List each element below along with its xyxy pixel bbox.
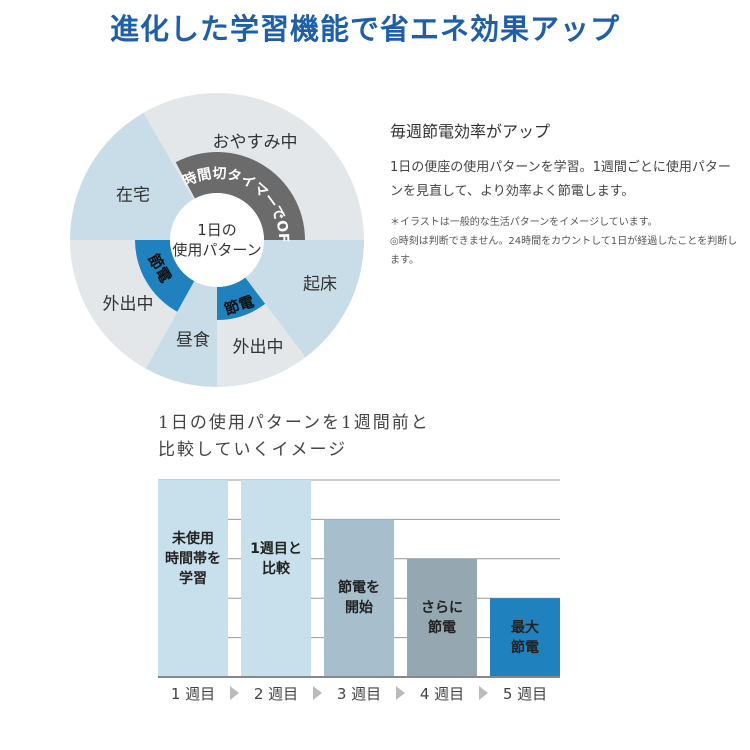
chart-title-line-2: 比較していくイメージ [158, 440, 348, 460]
usage-cycle-diagram: 8時間切タイマーでOFF [70, 93, 364, 387]
bar-label: 最大 節電 [511, 618, 539, 658]
chart-title-line-1: 1日の使用パターンを1週間前と [158, 413, 430, 433]
bar-label: 未使用 時間帯を 学習 [165, 529, 221, 589]
center-line-2: 使用パターン [172, 241, 262, 259]
cycle-center-label: 1日の 使用パターン [172, 220, 261, 260]
x-tick-label: 2 週目 [253, 685, 299, 703]
bar-label-line: 節電を [338, 580, 380, 597]
segment-out-left: 外出中 [102, 294, 154, 315]
cycle-segment [217, 240, 364, 358]
save-band-left [135, 240, 195, 312]
info-body: 1日の便座の使用パターンを学習。1週間ごとに使用パターンを見直して、より効率よく… [390, 160, 731, 199]
bar-label-line: 1週目と [250, 540, 302, 557]
bar-label-line: さらに [421, 599, 463, 616]
bar-week-3 [324, 519, 394, 677]
x-tick-label: 4 週目 [419, 685, 465, 703]
bar-label-line: 開始 [345, 600, 373, 617]
segment-out-right: 外出中 [232, 337, 284, 358]
bar-label-line: 学習 [179, 570, 207, 587]
info-note: ＊イラストは一般的な生活パターンをイメージしています。 ◎時刻は判断できません。… [390, 213, 740, 270]
bar-label: 節電を 開始 [338, 578, 380, 618]
center-line-1: 1日の [197, 221, 237, 239]
info-heading: 毎週節電効率がアップ [390, 122, 551, 141]
bar-label-line: 節電 [511, 639, 539, 656]
save-band-right [217, 277, 266, 320]
bar-label-line: 未使用 [172, 530, 214, 547]
bar-label-line: 最大 [511, 619, 539, 636]
cycle-center [170, 193, 264, 287]
arrow-right-icon [396, 686, 405, 700]
bar-week-4 [407, 558, 477, 677]
arrow-right-icon [230, 686, 239, 700]
cycle-segment [70, 112, 217, 240]
segment-sleeping: おやすみ中 [212, 132, 298, 153]
page-title: 進化した学習機能で省エネ効果アップ [109, 12, 620, 46]
note-illustration: ＊イラストは一般的な生活パターンをイメージしています。 [390, 217, 658, 228]
x-tick-label: 1 週目 [170, 685, 216, 703]
timer-band [175, 152, 305, 240]
arrow-right-icon [479, 686, 488, 700]
segment-at-home: 在宅 [116, 185, 150, 206]
bar-label-line: 比較 [262, 560, 290, 577]
bar-week-2 [241, 480, 311, 677]
segment-lunch: 昼食 [176, 330, 210, 351]
bar-label-line: 時間帯を [165, 550, 221, 567]
x-tick-label: 3 週目 [336, 685, 382, 703]
bar-week-5 [490, 598, 560, 677]
note-time: ◎時刻は判断できません。24時間をカウントして1日が経過したことを判断します。 [390, 236, 738, 266]
bar-label-line: 節電 [428, 619, 456, 636]
bar-week-1 [158, 480, 228, 677]
x-tick-label: 5 週目 [502, 685, 548, 703]
bar-label: 1週目と比較 [250, 539, 302, 579]
bar-label: さらに 節電 [421, 598, 463, 638]
chart-title: 1日の使用パターンを1週間前と 比較していくイメージ [158, 410, 430, 464]
arrow-right-icon [313, 686, 322, 700]
segment-wake-up: 起床 [303, 274, 337, 295]
